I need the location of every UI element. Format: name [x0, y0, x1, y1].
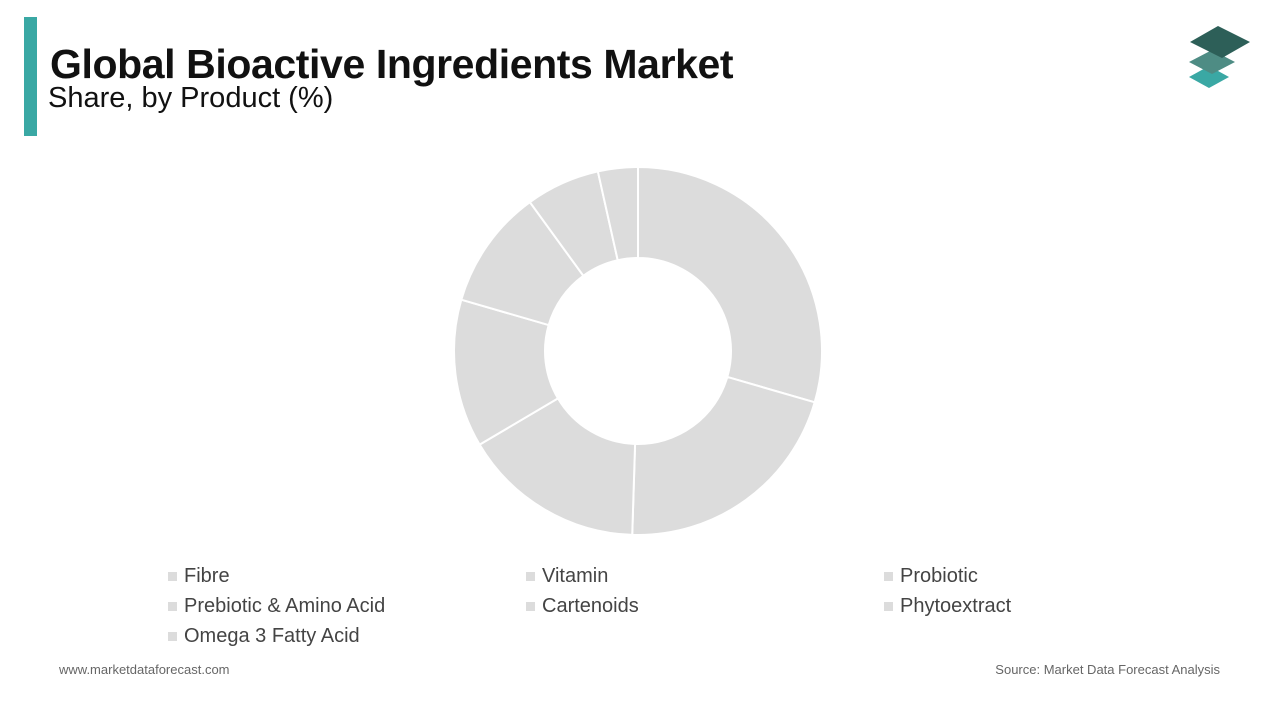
- legend-label: Cartenoids: [542, 595, 639, 617]
- company-logo-icon: [1189, 26, 1250, 88]
- legend-swatch: [168, 572, 177, 581]
- legend-label: Prebiotic & Amino Acid: [184, 595, 386, 617]
- donut-slice-fibre: [637, 165, 823, 404]
- chart-title: Global Bioactive Ingredients Market: [50, 41, 734, 87]
- website-url: www.marketdataforecast.com: [59, 662, 230, 677]
- legend-label: Omega 3 Fatty Acid: [184, 625, 360, 647]
- legend-label: Fibre: [184, 565, 230, 587]
- donut-slice-probiotic: [478, 396, 637, 536]
- legend-label: Phytoextract: [900, 595, 1012, 617]
- legend-item: Cartenoids: [526, 595, 639, 618]
- legend-swatch: [526, 572, 535, 581]
- legend-item: Fibre: [168, 565, 230, 588]
- source-note: Source: Market Data Forecast Analysis: [995, 662, 1220, 677]
- legend-item: Probiotic: [884, 565, 978, 588]
- donut-chart: [453, 165, 823, 536]
- legend-item: Prebiotic & Amino Acid: [168, 595, 385, 618]
- legend-swatch: [884, 572, 893, 581]
- donut-slice-vitamin: [631, 375, 816, 536]
- legend-swatch: [168, 632, 177, 641]
- legend-item: Vitamin: [526, 565, 608, 588]
- donut-slice-omega-3-fatty-acid: [596, 165, 639, 262]
- legend-item: Phytoextract: [884, 595, 1011, 618]
- legend-swatch: [526, 602, 535, 611]
- legend-label: Vitamin: [542, 565, 609, 587]
- legend-item: Omega 3 Fatty Acid: [168, 625, 360, 648]
- legend-swatch: [884, 602, 893, 611]
- accent-bar: [24, 17, 37, 136]
- legend-swatch: [168, 602, 177, 611]
- legend-label: Probiotic: [900, 565, 978, 587]
- chart-subtitle: Share, by Product (%): [48, 82, 334, 114]
